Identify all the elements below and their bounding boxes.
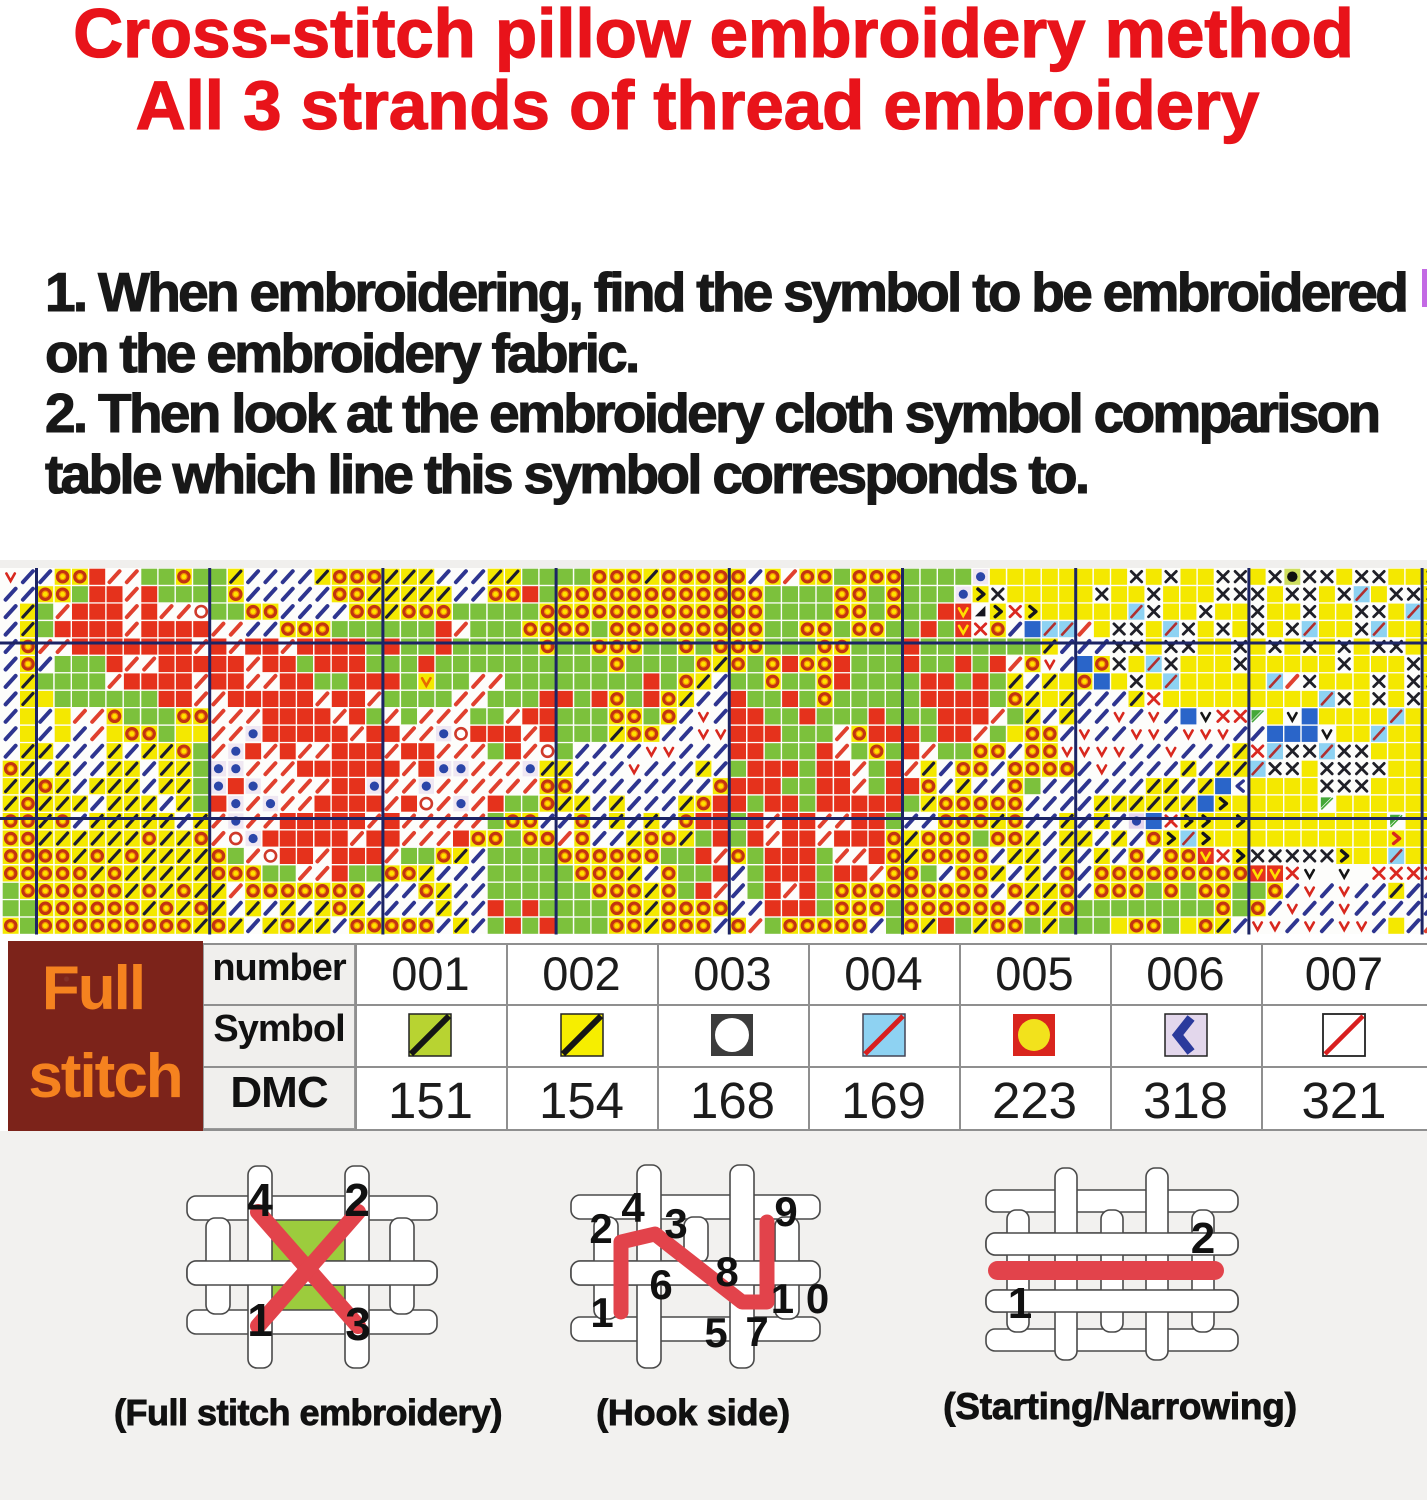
svg-text:1 0: 1 0 <box>771 1275 829 1322</box>
svg-text:2: 2 <box>344 1174 370 1226</box>
svg-text:1: 1 <box>1008 1279 1032 1328</box>
svg-text:4: 4 <box>247 1174 273 1226</box>
svg-text:9: 9 <box>774 1188 797 1235</box>
svg-text:4: 4 <box>621 1184 645 1231</box>
svg-text:3: 3 <box>664 1200 687 1247</box>
svg-text:8: 8 <box>715 1248 738 1295</box>
svg-text:1: 1 <box>590 1289 613 1336</box>
svg-text:3: 3 <box>345 1298 371 1350</box>
svg-text:5: 5 <box>704 1309 727 1356</box>
svg-text:7: 7 <box>745 1308 768 1355</box>
svg-text:2: 2 <box>1191 1214 1215 1263</box>
svg-text:6: 6 <box>649 1261 672 1308</box>
svg-text:2: 2 <box>589 1205 612 1252</box>
svg-text:1: 1 <box>247 1294 273 1346</box>
